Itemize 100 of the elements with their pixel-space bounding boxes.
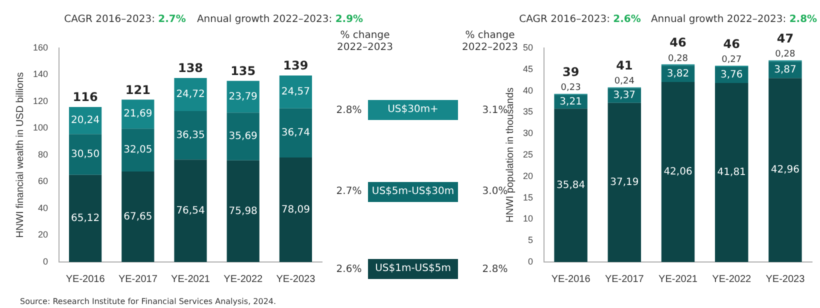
data-label: 0,24 — [614, 76, 635, 87]
data-label: 41,81 — [717, 167, 746, 178]
bar — [279, 158, 312, 262]
source-note: Source: Research Institute for Financial Services Analysis, 2024. — [20, 296, 278, 308]
bar — [174, 160, 207, 262]
total-label: 46 — [723, 36, 740, 51]
bar — [608, 102, 642, 262]
bar — [226, 80, 260, 113]
bar — [174, 78, 207, 112]
text: CAGR 2016–2023: 2.7% — [63, 14, 187, 26]
bar — [226, 160, 260, 262]
x-tick-label: YE-2021 — [171, 274, 210, 285]
text: US$30m+ — [368, 100, 458, 120]
y-tick-label: 0 — [528, 256, 534, 266]
data-label: 78,09 — [281, 204, 310, 216]
data-label: 36,35 — [176, 130, 205, 141]
y-tick-label: 30 — [522, 128, 534, 138]
x-tick-label: YE-2016 — [66, 274, 106, 285]
y-tick-label: 60 — [38, 176, 48, 186]
y-tick-label: 25 — [522, 149, 534, 160]
data-label: 0,23 — [560, 83, 581, 94]
bar — [122, 100, 154, 129]
text: 2.6% — [335, 264, 363, 276]
data-label: 20,24 — [70, 115, 100, 126]
y-tick-label: 40 — [522, 85, 534, 96]
data-label: 24,57 — [281, 86, 310, 98]
y-tick-label: 20 — [38, 230, 48, 240]
data-label: 37,19 — [610, 177, 639, 188]
x-tick-label: YE-2023 — [766, 274, 806, 285]
y-tick-label: 15 — [522, 192, 534, 202]
data-label: 32,05 — [124, 144, 152, 156]
y-tick-label: 50 — [522, 42, 534, 52]
x-tick-label: YE-2022 — [712, 274, 752, 285]
data-label: 3,87 — [774, 64, 796, 76]
data-label: 3,37 — [613, 90, 636, 102]
data-label: 76,54 — [176, 205, 205, 216]
y-tick-label: 140 — [32, 69, 48, 80]
total-label: 139 — [283, 58, 308, 73]
bar — [661, 82, 695, 262]
text: % change 2022–2023 — [336, 30, 394, 54]
bar — [174, 111, 207, 160]
text: 2.8% — [335, 105, 363, 117]
data-label: 36,74 — [281, 128, 310, 139]
data-label: 42,06 — [664, 166, 692, 178]
bar — [279, 108, 312, 158]
text: US$5m-US$30m — [368, 182, 458, 202]
y-tick-label: 120 — [32, 96, 48, 106]
x-tick-label: YE-2022 — [224, 274, 263, 285]
bar — [714, 83, 748, 262]
bar — [768, 78, 802, 262]
text: Annual growth 2022–2023: 2.9% — [196, 14, 364, 26]
y-tick-label: 10 — [522, 214, 534, 224]
bar — [279, 76, 312, 108]
y-tick-label: 45 — [522, 64, 534, 74]
x-tick-label: YE-2023 — [276, 274, 316, 285]
x-tick-label: YE-2017 — [118, 274, 158, 285]
text: Annual growth 2022–2023: 2.8% — [650, 14, 818, 26]
total-label: 138 — [178, 61, 204, 76]
y-tick-label: 100 — [32, 122, 48, 133]
x-tick-label: YE-2021 — [658, 274, 698, 285]
text: US$1m-US$5m — [368, 259, 458, 279]
text: 2.7% — [335, 186, 363, 198]
data-label: 35,69 — [228, 131, 258, 142]
data-label: 30,50 — [70, 149, 100, 160]
bar — [554, 108, 588, 262]
bar — [122, 128, 154, 172]
total-label: 46 — [670, 36, 686, 50]
total-label: 41 — [616, 58, 633, 72]
data-label: 0,28 — [668, 54, 688, 64]
x-tick-label: YE-2017 — [604, 274, 644, 285]
total-label: 47 — [776, 31, 794, 46]
y-tick-label: 0 — [43, 256, 48, 266]
data-label: 23,79 — [228, 91, 258, 102]
y-tick-label: 5 — [528, 235, 534, 246]
y-axis-title: HNWI financial wealth in USD billions — [14, 72, 26, 238]
y-tick-label: 160 — [32, 42, 48, 52]
data-label: 67,65 — [124, 211, 152, 222]
bar — [226, 112, 260, 160]
bar — [69, 134, 102, 175]
data-label: 0,27 — [722, 55, 742, 66]
data-label: 3,82 — [666, 68, 690, 80]
y-tick-label: 80 — [38, 149, 48, 160]
bar — [122, 172, 154, 262]
x-tick-label: YE-2016 — [551, 274, 591, 285]
y-tick-label: 35 — [522, 106, 534, 117]
data-label: 42,96 — [770, 164, 800, 176]
total-label: 121 — [125, 82, 150, 97]
text: 2.8% — [481, 264, 509, 276]
data-label: 3,21 — [560, 96, 582, 108]
data-label: 21,69 — [124, 108, 152, 120]
y-tick-label: 20 — [522, 170, 534, 181]
data-label: 3,76 — [720, 70, 743, 81]
text: % change 2022–2023 — [462, 30, 518, 53]
total-label: 135 — [230, 64, 256, 78]
text: CAGR 2016–2023: 2.6% — [518, 14, 642, 26]
total-label: 116 — [72, 90, 98, 104]
y-tick-label: 40 — [38, 202, 48, 213]
data-label: 24,72 — [176, 89, 205, 100]
total-label: 39 — [562, 65, 580, 80]
bar — [69, 174, 102, 262]
